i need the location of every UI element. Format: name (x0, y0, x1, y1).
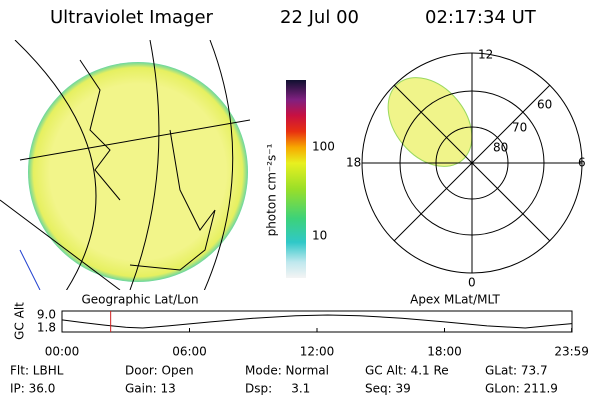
y-tick-label: 1.8 (37, 321, 56, 335)
mlt-label: 6 (578, 156, 586, 170)
info-field: GLon: 211.9 (485, 382, 558, 396)
x-tick-label: 18:00 (427, 345, 462, 359)
title: Ultraviolet Imager (50, 7, 214, 28)
info-field: Dsp: 3.1 (245, 382, 310, 396)
panel-label: Apex MLat/MLT (410, 293, 500, 307)
x-tick-label: 06:00 (172, 345, 207, 359)
timeline-ylabel: GC Alt (13, 302, 27, 340)
info: Flt: LBHL Door: Open Mode: Normal GC Alt: 4… (10, 364, 558, 396)
info-field: Gain: 13 (125, 382, 176, 396)
altitude-line (61, 314, 573, 329)
y-tick-label: 9.0 (37, 308, 56, 322)
colorbar-tick: 10 (312, 229, 327, 243)
info-field: Mode: Normal (245, 364, 329, 378)
header: Ultraviolet Imager 22 Jul 00 02:17:34 UT (50, 7, 537, 28)
mlat-label: 60 (537, 98, 552, 112)
panel-label: Geographic Lat/Lon (81, 293, 198, 307)
x-tick-label: 12:00 (300, 345, 335, 359)
polar-plot (361, 52, 583, 274)
info-field: Door: Open (125, 364, 194, 378)
timeline: 9.01.8 00:00 06:00 12:00 18:00 23:59 (37, 308, 589, 359)
colorbar (286, 80, 306, 278)
x-tick-label: 00:00 (45, 345, 80, 359)
x-tick-label: 23:59 (554, 345, 589, 359)
mlt-label: 18 (346, 156, 361, 170)
info-field: Flt: LBHL (10, 364, 64, 378)
info-field: GC Alt: 4.1 Re (365, 364, 449, 378)
mlt-label: 0 (468, 276, 476, 290)
mlat-label: 70 (512, 121, 527, 135)
info-field: IP: 36.0 (10, 382, 55, 396)
time: 02:17:34 UT (425, 7, 537, 28)
geo-image (0, 40, 250, 290)
info-field: Seq: 39 (365, 382, 411, 396)
colorbar-tick: 100 (312, 140, 335, 154)
mlt-label: 12 (478, 48, 493, 62)
mlat-label: 80 (493, 141, 508, 155)
info-field: GLat: 73.7 (485, 364, 548, 378)
date: 22 Jul 00 (280, 7, 359, 28)
colorbar-label: photon cm⁻²s⁻¹ (265, 143, 279, 236)
